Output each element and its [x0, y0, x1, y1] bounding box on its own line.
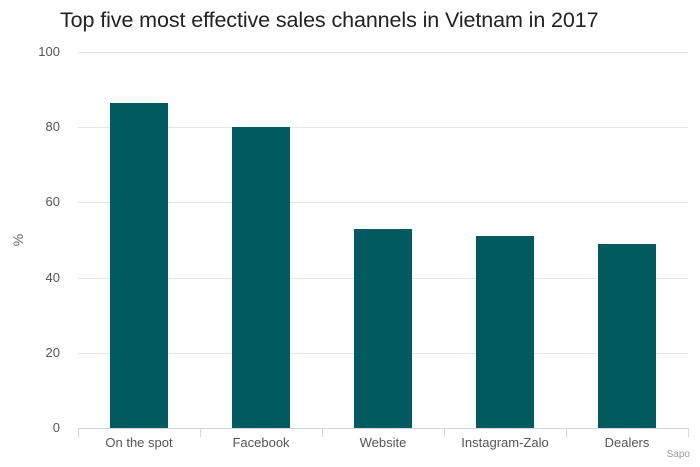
chart-title: Top five most effective sales channels i…: [60, 8, 599, 32]
y-tick-label: 80: [45, 119, 60, 135]
y-tick-label: 20: [45, 344, 60, 360]
bar-facebook[interactable]: [232, 127, 290, 428]
source-label: Sapo: [666, 449, 690, 460]
y-tick-label: 60: [45, 194, 60, 210]
x-tick-mark: [566, 428, 567, 437]
bar-on-the-spot[interactable]: [110, 102, 168, 428]
x-tick-label: Website: [359, 435, 407, 450]
x-tick-label: On the spot: [105, 435, 173, 450]
y-tick-label: 100: [38, 44, 60, 59]
bar-instagram-zalo[interactable]: [476, 236, 534, 428]
gridline: [78, 52, 688, 53]
y-axis-label: %: [10, 233, 27, 247]
x-tick-label: Dealers: [604, 435, 650, 450]
y-tick-label: 40: [45, 269, 60, 285]
x-tick-mark: [200, 428, 201, 437]
x-tick-mark: [688, 428, 689, 437]
plot-area: [78, 52, 688, 428]
x-tick-mark: [444, 428, 445, 437]
x-tick-label: Facebook: [232, 435, 290, 450]
x-tick-mark: [78, 428, 79, 437]
bar-dealers[interactable]: [598, 243, 656, 428]
y-tick-label: 0: [52, 420, 60, 435]
bar-website[interactable]: [354, 228, 412, 428]
x-tick-mark: [322, 428, 323, 437]
gridline: [78, 202, 688, 204]
gridline: [78, 127, 688, 129]
x-tick-label: Instagram-Zalo: [461, 435, 549, 450]
x-axis-line: [78, 428, 688, 429]
